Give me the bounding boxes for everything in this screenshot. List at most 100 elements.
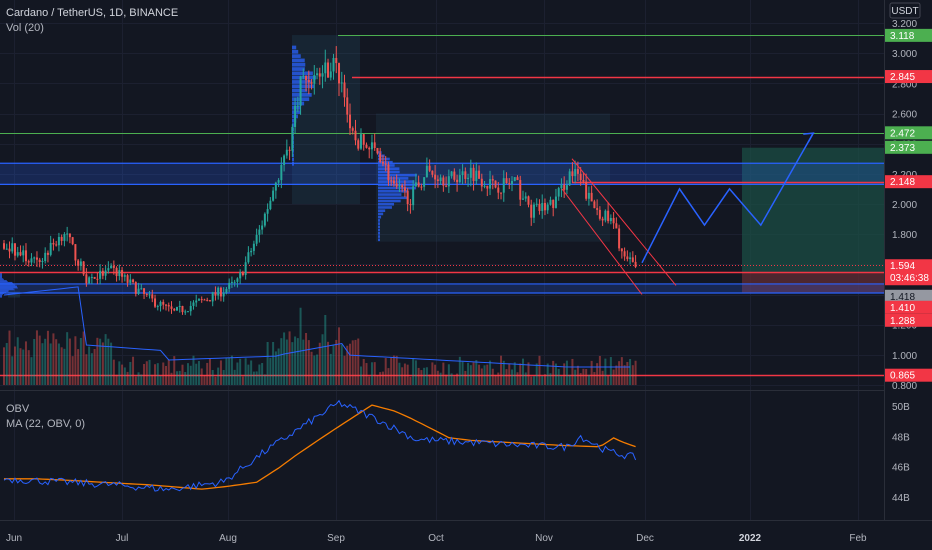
candle-down [93,276,96,279]
volume-bar [623,365,626,385]
candle-down [200,299,203,301]
volume-bar [121,364,124,385]
volume-bar [629,359,632,385]
candle-down [27,261,30,263]
candle-up [458,175,461,183]
volume-bar [211,369,214,385]
profile-bar-sep [292,149,294,153]
profile-bar-jun [0,280,7,282]
price-tag-2.373 [885,140,932,154]
volume-bar [612,369,615,385]
volume-bar [22,349,25,385]
candle-up [461,171,464,176]
candle-up [79,261,82,266]
price-tag-label: 1.288 [890,316,915,327]
volume-bar [186,363,189,385]
volume-bar [524,372,527,385]
candle-up [291,126,294,151]
volume-bar [579,373,582,385]
volume-bar [192,355,195,385]
volume-legend[interactable]: Vol (20) [6,22,44,34]
candle-down [497,187,500,193]
candle-down [365,144,368,148]
candle-down [618,228,621,249]
candle-up [483,185,486,187]
candle-down [77,260,80,266]
price-tick-label: 2.600 [892,110,917,121]
profile-bar-jun [0,281,13,283]
volume-bar [296,338,299,385]
volume-bar [104,334,107,385]
candle-down [516,177,519,181]
candle-up [568,171,571,186]
volume-bar [521,358,524,385]
profile-bar-jun [0,295,2,297]
volume-bar [274,351,277,385]
candle-up [329,71,332,78]
volume-bar [214,376,217,385]
symbol-title[interactable]: Cardano / TetherUS, 1D, BINANCE [6,7,179,19]
time-label: Jun [6,533,22,544]
candle-down [480,178,483,187]
candle-down [170,306,173,309]
candle-up [629,257,632,260]
volume-bar [162,362,165,385]
obv-label[interactable]: OBV [6,403,30,415]
volume-bar [549,373,552,385]
candle-down [60,236,63,241]
profile-bar-sep [292,58,305,63]
volume-bar [626,361,629,385]
volume-bar [68,338,71,385]
candle-up [469,167,472,178]
candle-up [565,185,568,190]
volume-bar [365,363,368,385]
profile-bar-sep [292,123,295,127]
volume-bar [178,370,181,385]
candle-up [129,279,132,283]
profile-bar-sep [292,110,301,114]
candle-up [99,270,102,279]
candle-up [398,185,401,187]
candle-up [197,299,200,301]
currency-badge[interactable] [889,2,921,19]
volume-bar [148,359,151,385]
volume-bar [96,337,99,385]
candle-down [346,97,349,115]
volume-bar [266,341,269,385]
candle-down [348,114,351,129]
candle-up [513,177,516,181]
candle-up [412,186,415,206]
profile-bar-oct [378,154,385,158]
countdown-label: 03:46:38 [890,273,929,284]
candle-up [90,276,93,278]
candle-down [571,171,574,177]
volume-bar [244,358,247,385]
volume-bar [173,356,176,385]
candle-up [66,233,69,235]
volume-bar [52,333,55,385]
volume-bar [340,344,343,385]
volume-bar [560,376,563,385]
candle-up [41,260,44,262]
obv-ma-label[interactable]: MA (22, OBV, 0) [6,418,86,430]
price-tag-2.472 [885,126,932,140]
candle-up [233,281,236,283]
time-label: Aug [219,533,237,544]
volume-bar [233,369,236,385]
volume-bar [156,363,159,385]
volume-bar [134,376,137,385]
candle-up [33,257,36,259]
candle-up [195,300,198,303]
volume-bar [38,335,41,385]
volume-bar [535,363,538,385]
volume-bar [115,374,118,385]
candle-up [541,202,544,211]
candle-up [277,180,280,183]
volume-bar [137,372,140,385]
volume-bar [175,371,178,385]
candle-down [143,288,146,294]
profile-bar-oct [378,219,380,222]
volume-bar [280,338,283,385]
volume-bar [500,355,503,385]
